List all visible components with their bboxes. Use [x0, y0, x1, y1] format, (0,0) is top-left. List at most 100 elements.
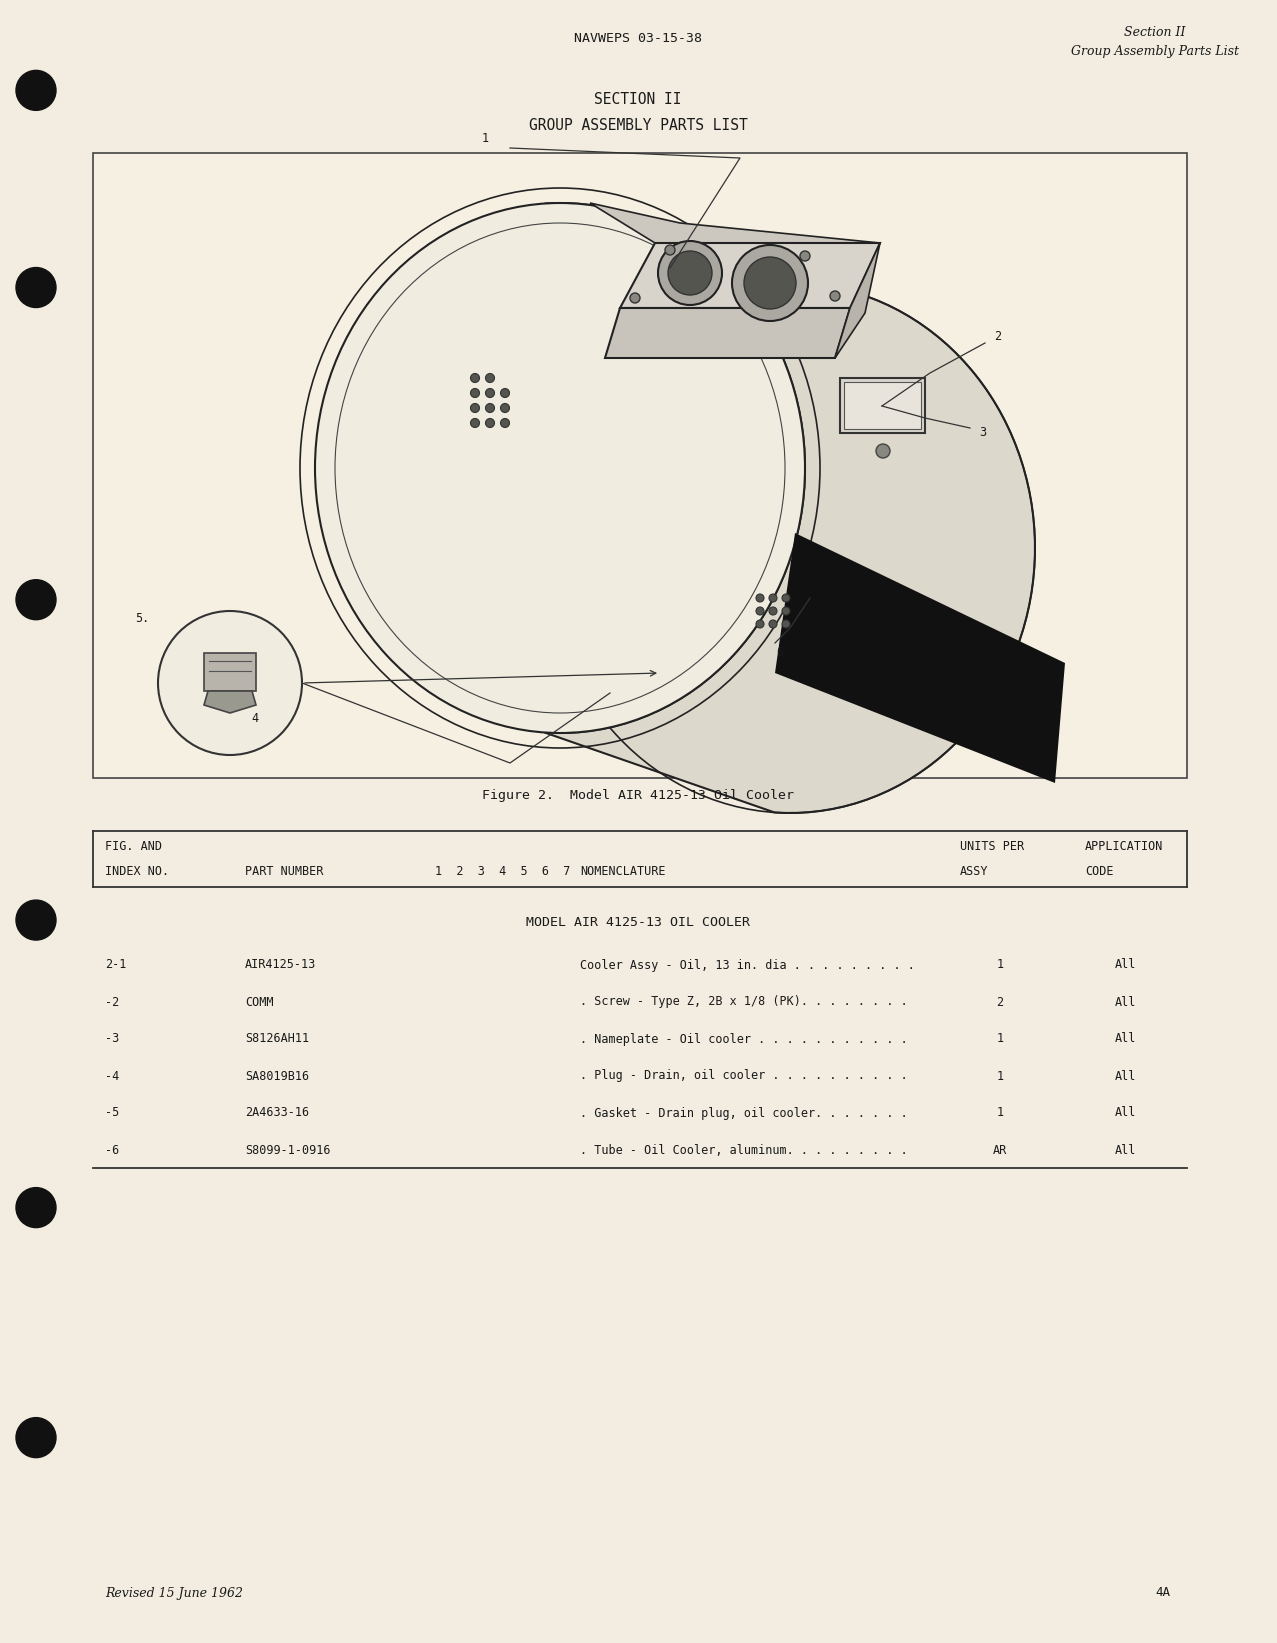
Circle shape [668, 251, 713, 296]
Text: SA8019B16: SA8019B16 [245, 1070, 309, 1083]
Text: All: All [1115, 1144, 1135, 1157]
Text: All: All [1115, 958, 1135, 971]
Text: 1: 1 [481, 131, 489, 145]
Circle shape [470, 373, 479, 383]
Text: Cooler Assy - Oil, 13 in. dia . . . . . . . . .: Cooler Assy - Oil, 13 in. dia . . . . . … [580, 958, 914, 971]
Bar [844, 383, 921, 429]
Circle shape [485, 373, 494, 383]
Text: Section II: Section II [1124, 26, 1186, 38]
Text: Figure 2.  Model AIR 4125-13 Oil Cooler: Figure 2. Model AIR 4125-13 Oil Cooler [481, 789, 794, 802]
Text: 2: 2 [996, 996, 1004, 1009]
Text: 1  2  3  4  5  6  7: 1 2 3 4 5 6 7 [435, 864, 571, 877]
Text: . Tube - Oil Cooler, aluminum. . . . . . . . .: . Tube - Oil Cooler, aluminum. . . . . .… [580, 1144, 908, 1157]
Text: . Screw - Type Z, 2B x 1/8 (PK). . . . . . . .: . Screw - Type Z, 2B x 1/8 (PK). . . . .… [580, 996, 908, 1009]
Text: 2A4633-16: 2A4633-16 [245, 1106, 309, 1119]
Circle shape [485, 404, 494, 412]
Polygon shape [544, 204, 1034, 813]
Circle shape [769, 595, 776, 601]
Circle shape [769, 606, 776, 614]
Text: CODE: CODE [1085, 864, 1114, 877]
Text: 1: 1 [996, 1070, 1004, 1083]
Text: -3: -3 [105, 1032, 119, 1045]
Text: S8126AH11: S8126AH11 [245, 1032, 309, 1045]
Text: 4: 4 [252, 711, 258, 725]
Text: . Gasket - Drain plug, oil cooler. . . . . . .: . Gasket - Drain plug, oil cooler. . . .… [580, 1106, 908, 1119]
Circle shape [876, 444, 890, 458]
Text: Group Assembly Parts List: Group Assembly Parts List [1071, 46, 1239, 59]
Text: INDEX NO.: INDEX NO. [105, 864, 169, 877]
Polygon shape [775, 532, 1065, 784]
Text: NOMENCLATURE: NOMENCLATURE [580, 864, 665, 877]
Text: MODEL AIR 4125-13 OIL COOLER: MODEL AIR 4125-13 OIL COOLER [526, 915, 750, 928]
Circle shape [782, 595, 790, 601]
Text: All: All [1115, 996, 1135, 1009]
Circle shape [782, 606, 790, 614]
Circle shape [756, 619, 764, 628]
Circle shape [501, 388, 510, 398]
Text: ASSY: ASSY [960, 864, 988, 877]
Polygon shape [204, 692, 255, 713]
Text: All: All [1115, 1070, 1135, 1083]
Text: 2-1: 2-1 [105, 958, 126, 971]
Text: -2: -2 [105, 996, 119, 1009]
Text: FIG. AND: FIG. AND [105, 840, 162, 853]
Text: 1: 1 [996, 1032, 1004, 1045]
Text: 4A: 4A [1154, 1587, 1170, 1600]
Circle shape [470, 404, 479, 412]
Circle shape [658, 242, 722, 306]
Text: . Plug - Drain, oil cooler . . . . . . . . . .: . Plug - Drain, oil cooler . . . . . . .… [580, 1070, 908, 1083]
Text: COMM: COMM [245, 996, 273, 1009]
Circle shape [501, 419, 510, 427]
Bar [93, 153, 1188, 779]
Text: -6: -6 [105, 1144, 119, 1157]
Text: APPLICATION: APPLICATION [1085, 840, 1163, 853]
Text: NAVWEPS 03-15-38: NAVWEPS 03-15-38 [573, 31, 702, 44]
Circle shape [630, 292, 640, 302]
Circle shape [17, 71, 56, 110]
Circle shape [732, 245, 808, 320]
Text: 1: 1 [996, 1106, 1004, 1119]
Bar [204, 652, 255, 692]
Circle shape [744, 256, 796, 309]
Circle shape [769, 619, 776, 628]
Text: PART NUMBER: PART NUMBER [245, 864, 323, 877]
Circle shape [782, 619, 790, 628]
Text: -4: -4 [105, 1070, 119, 1083]
Polygon shape [605, 307, 850, 358]
Text: AR: AR [994, 1144, 1008, 1157]
Text: All: All [1115, 1106, 1135, 1119]
Text: 3: 3 [979, 427, 987, 439]
Ellipse shape [315, 204, 805, 733]
Polygon shape [621, 243, 880, 307]
Circle shape [830, 291, 840, 301]
Polygon shape [835, 243, 880, 358]
Text: 6: 6 [776, 646, 784, 659]
Text: Revised 15 June 1962: Revised 15 June 1962 [105, 1587, 243, 1600]
Circle shape [470, 419, 479, 427]
Text: S8099-1-0916: S8099-1-0916 [245, 1144, 331, 1157]
Circle shape [799, 251, 810, 261]
Text: 1: 1 [996, 958, 1004, 971]
Circle shape [470, 388, 479, 398]
Circle shape [158, 611, 301, 756]
Circle shape [17, 1418, 56, 1457]
Circle shape [17, 580, 56, 619]
Text: -5: -5 [105, 1106, 119, 1119]
Circle shape [17, 268, 56, 307]
Text: SECTION II: SECTION II [594, 92, 682, 107]
Circle shape [665, 245, 676, 255]
Bar [840, 378, 925, 434]
Text: All: All [1115, 1032, 1135, 1045]
Text: . Nameplate - Oil cooler . . . . . . . . . . .: . Nameplate - Oil cooler . . . . . . . .… [580, 1032, 908, 1045]
Polygon shape [590, 204, 880, 243]
Circle shape [17, 1188, 56, 1227]
Circle shape [17, 900, 56, 940]
Text: GROUP ASSEMBLY PARTS LIST: GROUP ASSEMBLY PARTS LIST [529, 118, 747, 133]
Text: AIR4125-13: AIR4125-13 [245, 958, 317, 971]
Circle shape [485, 419, 494, 427]
Text: 2: 2 [995, 330, 1001, 342]
Circle shape [756, 606, 764, 614]
Text: UNITS PER: UNITS PER [960, 840, 1024, 853]
Circle shape [756, 595, 764, 601]
Circle shape [501, 404, 510, 412]
